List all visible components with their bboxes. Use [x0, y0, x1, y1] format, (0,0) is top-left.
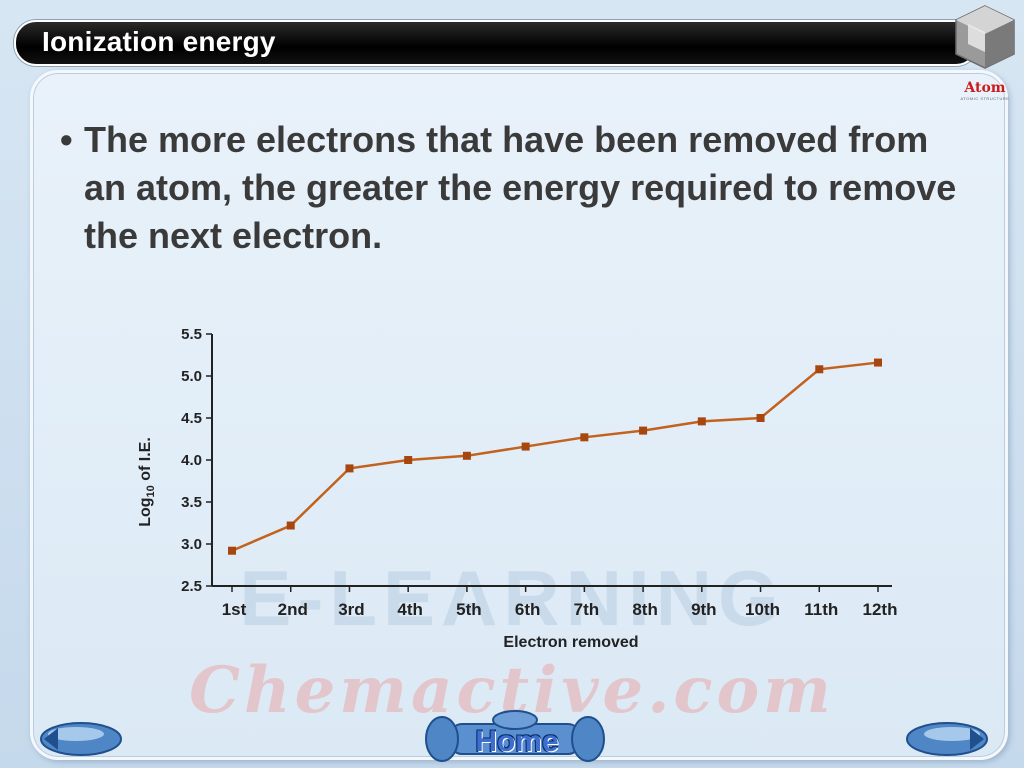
ionization-energy-chart: Log10 of I.E. Electron removed 2.5 3.0 3.5…	[137, 326, 898, 651]
x-tick-label: 10th	[745, 600, 780, 619]
y-axis-label-tail: of I.E.	[137, 437, 154, 485]
x-tick-label: 9th	[691, 600, 717, 619]
y-tick-label: 4.5	[181, 410, 202, 427]
y-tick-label: 2.5	[181, 578, 202, 595]
bullet-text: The more electrons that have been remove…	[84, 119, 957, 256]
bullet-symbol: •	[60, 119, 73, 160]
y-axis-label-sub: 10	[145, 485, 157, 497]
arrow-left-icon	[40, 722, 122, 756]
data-point	[697, 417, 706, 426]
x-tick-label: 2nd	[278, 600, 308, 619]
data-point	[580, 433, 589, 442]
arrow-right-icon	[906, 722, 988, 756]
next-slide-button[interactable]	[902, 714, 992, 764]
data-point	[756, 414, 765, 422]
data-point	[874, 358, 882, 367]
logo-label: Atom	[964, 80, 1006, 96]
data-point	[462, 451, 471, 460]
y-tick-label: 5.5	[181, 326, 202, 343]
atom-logo-icon	[955, 5, 1015, 69]
data-point	[286, 521, 295, 530]
x-tick-label: 3rd	[338, 600, 364, 619]
x-tick-label: 11th	[804, 600, 838, 619]
y-tick-label: 4.0	[181, 452, 202, 469]
home-button[interactable]	[420, 710, 610, 766]
slide-title: Ionization energy	[42, 26, 276, 57]
data-point	[404, 456, 413, 464]
x-tick-label: 1st	[222, 600, 247, 619]
title-bar	[14, 20, 978, 66]
x-tick-label: 5th	[456, 600, 482, 619]
logo-sublabel: ATOMIC STRUCTURE	[960, 96, 1010, 101]
y-axis-label: Log10 of I.E.	[137, 437, 157, 527]
data-point	[815, 365, 824, 374]
x-tick-label: 4th	[397, 600, 423, 619]
y-axis-label-main: Log	[137, 497, 154, 526]
y-tick-label: 5.0	[181, 368, 202, 385]
home-button-shape-icon	[425, 710, 605, 762]
data-point	[521, 442, 530, 451]
x-tick-label: 8th	[632, 600, 658, 619]
data-point	[639, 426, 648, 435]
previous-slide-button[interactable]	[36, 714, 126, 764]
x-tick-label: 12th	[863, 600, 898, 619]
data-point	[228, 546, 236, 555]
y-tick-label: 3.5	[181, 494, 202, 511]
content-panel	[30, 70, 1008, 760]
y-tick-label: 3.0	[181, 536, 202, 553]
home-button-label[interactable]: Home	[475, 725, 559, 758]
data-point	[345, 464, 354, 473]
svg-text:Log10 of I.E.: Log10 of I.E.	[137, 437, 157, 527]
x-axis-label: Electron removed	[503, 634, 638, 651]
x-tick-label: 7th	[574, 600, 600, 619]
x-tick-label: 6th	[515, 600, 541, 619]
series-line	[231, 361, 879, 552]
